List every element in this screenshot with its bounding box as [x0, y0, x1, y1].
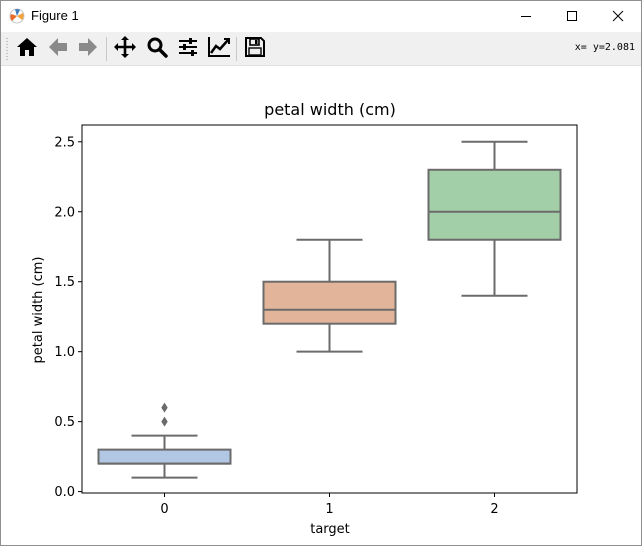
toolbar-separator: [106, 37, 107, 61]
navigation-toolbar: x= y=2.081: [1, 32, 641, 66]
toolbar-grip[interactable]: [6, 37, 8, 61]
box-series-2: [427, 140, 562, 297]
home-icon: [16, 36, 38, 62]
x-axis-label: target: [310, 522, 350, 537]
back-button[interactable]: [44, 35, 71, 62]
x-tick-label: 1: [325, 502, 333, 517]
back-arrow-icon: [47, 36, 69, 62]
x-tick-label: 0: [160, 502, 168, 517]
matplotlib-icon: [9, 8, 25, 24]
zoom-button[interactable]: [143, 35, 170, 62]
y-tick-label: 2.0: [54, 205, 75, 220]
close-button[interactable]: [595, 1, 641, 31]
axes: 0.0 0.5 1.0 1.5 2.0 2.5 0 1 2: [54, 124, 578, 517]
boxplot-chart: petal width (cm) 0.0 0.5 1.0 1.5 2.0 2.5 0 1 2 t…: [31, 100, 578, 537]
x-tick-label: 2: [490, 502, 498, 517]
zoom-icon: [146, 36, 168, 62]
minimize-button[interactable]: [503, 1, 549, 31]
save-button[interactable]: [241, 35, 268, 62]
save-icon: [244, 36, 266, 62]
forward-button[interactable]: [74, 35, 101, 62]
outlier-point: [161, 416, 168, 427]
box-body: [97, 448, 232, 465]
minimize-icon: [520, 7, 532, 26]
box-body: [262, 280, 397, 325]
edit-curves-icon: [207, 36, 231, 62]
outlier-point: [161, 402, 168, 413]
toolbar-separator: [236, 37, 237, 61]
box-series-0: [97, 402, 232, 479]
pan-icon: [113, 35, 137, 63]
window-title: Figure 1: [31, 8, 79, 23]
edit-curves-button[interactable]: [205, 35, 232, 62]
configure-subplots-button[interactable]: [174, 35, 201, 62]
y-tick-label: 2.5: [54, 135, 75, 150]
forward-arrow-icon: [77, 36, 99, 62]
y-tick-label: 0.0: [54, 485, 75, 500]
pan-button[interactable]: [111, 35, 138, 62]
cursor-coordinates: x= y=2.081: [574, 42, 635, 53]
y-tick-label: 0.5: [54, 415, 75, 430]
maximize-icon: [566, 7, 578, 26]
title-bar: Figure 1: [1, 1, 641, 31]
figure-canvas[interactable]: petal width (cm) 0.0 0.5 1.0 1.5 2.0 2.5 0 1 2 t…: [1, 66, 641, 545]
box-series-1: [262, 238, 397, 353]
y-tick-label: 1.0: [54, 345, 75, 360]
y-axis-label: petal width (cm): [31, 257, 46, 364]
close-icon: [612, 7, 624, 26]
box-body: [427, 168, 562, 241]
configure-subplots-icon: [177, 36, 199, 62]
chart-title: petal width (cm): [264, 100, 396, 119]
home-button[interactable]: [13, 35, 40, 62]
y-tick-label: 1.5: [54, 275, 75, 290]
maximize-button[interactable]: [549, 1, 595, 31]
